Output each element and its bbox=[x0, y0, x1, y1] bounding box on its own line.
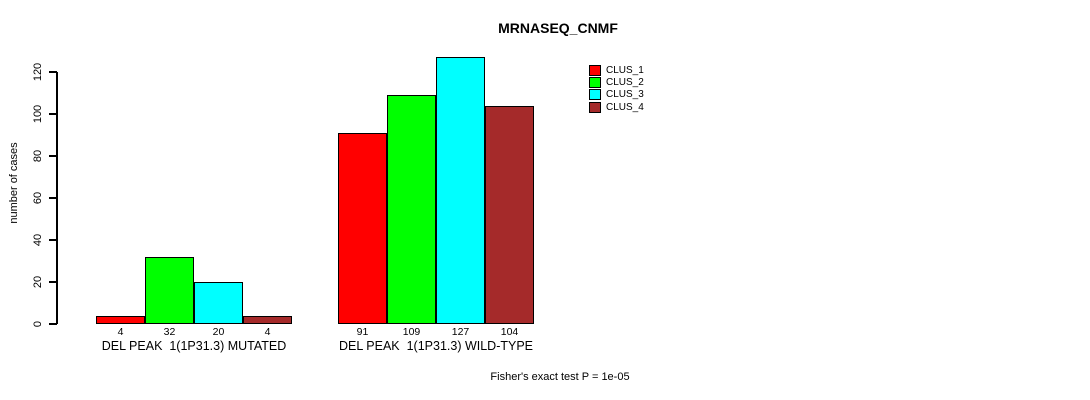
legend-swatch-clus_4 bbox=[589, 101, 601, 113]
legend-item-clus_3: CLUS_3 bbox=[589, 89, 644, 101]
bar-clus_3-group2 bbox=[436, 57, 485, 324]
legend-swatch-clus_2 bbox=[589, 76, 601, 88]
y-axis-tick-120 bbox=[49, 71, 57, 73]
x-category-label-2: DEL PEAK 1(1P31.3) WILD-TYPE bbox=[338, 339, 534, 353]
bar-clus_2-group2 bbox=[387, 95, 436, 324]
bar-value-label-clus_4-group1: 4 bbox=[264, 326, 271, 338]
y-axis-tick-100 bbox=[49, 113, 57, 115]
legend-item-clus_2: CLUS_2 bbox=[589, 76, 644, 88]
y-axis-tick-label-100: 100 bbox=[32, 104, 44, 124]
y-axis-tick-label-0: 0 bbox=[32, 320, 44, 328]
y-axis-tick-40 bbox=[49, 239, 57, 241]
x-category-label-1: DEL PEAK 1(1P31.3) MUTATED bbox=[101, 339, 287, 353]
y-axis-tick-label-20: 20 bbox=[32, 275, 44, 289]
bar-value-label-clus_4-group2: 104 bbox=[500, 326, 519, 338]
bar-clus_4-group2 bbox=[485, 106, 534, 324]
annotation-text: Fisher's exact test P = 1e-05 bbox=[490, 371, 630, 383]
y-axis-tick-0 bbox=[49, 323, 57, 325]
legend-label-clus_1: CLUS_1 bbox=[606, 64, 644, 76]
bar-clus_1-group2 bbox=[338, 133, 387, 324]
legend-label-clus_2: CLUS_2 bbox=[606, 76, 644, 88]
bar-value-label-clus_3-group2: 127 bbox=[451, 326, 470, 338]
bar-clus_2-group1 bbox=[145, 257, 194, 324]
chart-title: MRNASEQ_CNMF bbox=[498, 20, 618, 36]
y-axis-tick-label-120: 120 bbox=[32, 62, 44, 82]
bar-value-label-clus_1-group1: 4 bbox=[117, 326, 124, 338]
bar-value-label-clus_2-group2: 109 bbox=[402, 326, 421, 338]
y-axis-tick-label-60: 60 bbox=[32, 191, 44, 205]
legend-label-clus_4: CLUS_4 bbox=[606, 101, 644, 113]
legend-item-clus_1: CLUS_1 bbox=[589, 64, 644, 76]
y-axis-tick-60 bbox=[49, 197, 57, 199]
bar-value-label-clus_1-group2: 91 bbox=[356, 326, 369, 338]
y-axis-label: number of cases bbox=[8, 142, 20, 224]
legend-item-clus_4: CLUS_4 bbox=[589, 101, 644, 113]
bar-clus_1-group1 bbox=[96, 316, 145, 324]
bar-value-label-clus_3-group1: 20 bbox=[212, 326, 225, 338]
y-axis-tick-80 bbox=[49, 155, 57, 157]
bar-clus_3-group1 bbox=[194, 282, 243, 324]
legend-swatch-clus_1 bbox=[589, 64, 601, 76]
bar-value-label-clus_2-group1: 32 bbox=[163, 326, 176, 338]
legend-label-clus_3: CLUS_3 bbox=[606, 89, 644, 101]
y-axis-tick-label-80: 80 bbox=[32, 149, 44, 163]
legend-swatch-clus_3 bbox=[589, 89, 601, 101]
legend: CLUS_1 CLUS_2 CLUS_3 CLUS_4 bbox=[589, 64, 644, 113]
bar-clus_4-group1 bbox=[243, 316, 292, 324]
y-axis-tick-label-40: 40 bbox=[32, 233, 44, 247]
y-axis-tick-20 bbox=[49, 281, 57, 283]
